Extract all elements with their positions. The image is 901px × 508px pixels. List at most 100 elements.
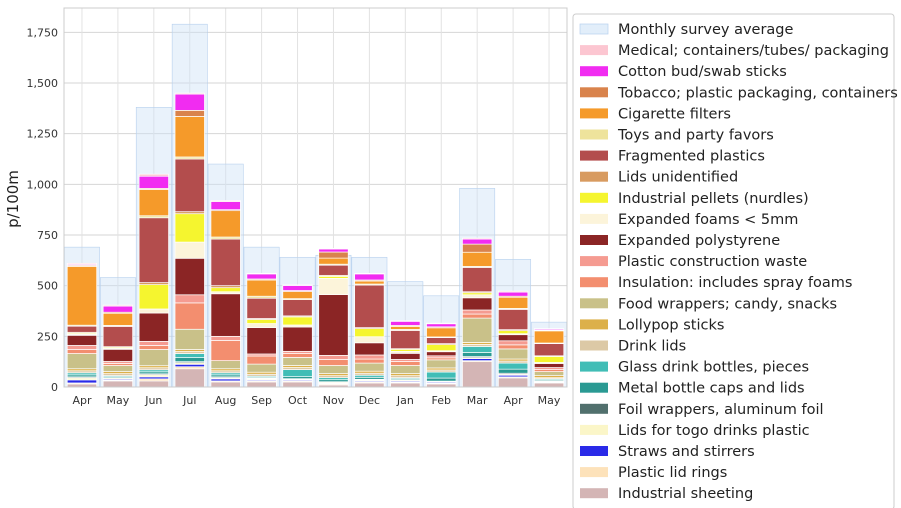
bar-segment-insulation-includes-spray-foams [246, 355, 277, 365]
legend-swatch [580, 171, 608, 182]
x-tick-label: Jul [182, 394, 196, 407]
bar-segment-cotton-bud-swab-sticks [318, 248, 349, 253]
bar-segment-glass-drink-bottles-pieces [498, 362, 529, 370]
y-tick-label: 1,250 [27, 128, 59, 141]
bar-segment-expanded-polystyrene [210, 293, 241, 337]
legend-label: Industrial pellets (nurdles) [618, 191, 809, 207]
legend-swatch [580, 235, 608, 245]
legend-swatch [580, 298, 608, 309]
bar-segment-industrial-sheeting [498, 377, 529, 388]
bar-segment-straws-and-stirrers [66, 379, 98, 384]
bar-segment-food-wrappers-candy-snacks [462, 317, 493, 343]
bar-segment-expanded-polystyrene [174, 257, 205, 296]
bar-segment-insulation-includes-spray-foams [354, 358, 385, 364]
bar-segment-fragmented-plastics [282, 299, 313, 317]
bar-segment-insulation-includes-spray-foams [174, 302, 205, 330]
x-tick-label: Mar [467, 394, 488, 407]
legend-label: Insulation: includes spray foams [618, 275, 852, 291]
bar-segment-cotton-bud-swab-sticks [102, 305, 133, 313]
bar-segment-expanded-polystyrene [354, 342, 385, 356]
legend-label: Cotton bud/swab sticks [618, 64, 787, 80]
x-tick-label: Nov [323, 394, 345, 407]
y-tick-label: 750 [37, 229, 58, 242]
bar-segment-fragmented-plastics [426, 337, 457, 344]
bar-segment-glass-drink-bottles-pieces [174, 353, 205, 358]
bar-segment-insulation-includes-spray-foams [318, 359, 349, 366]
legend-swatch [580, 340, 608, 351]
bar-segment-medical-containers-tubes-packaging [318, 248, 349, 250]
bar-segment-food-wrappers-candy-snacks [498, 348, 529, 360]
bar-segment-food-wrappers-candy-snacks [426, 359, 457, 369]
bar-segment-medical-containers-tubes-packaging [66, 263, 98, 265]
y-axis-label: p/100m [4, 170, 22, 228]
legend-label: Glass drink bottles, pieces [618, 360, 809, 376]
legend-label: Plastic lid rings [618, 465, 727, 481]
bar-segment-cotton-bud-swab-sticks [282, 285, 313, 291]
bar-segment-fragmented-plastics [66, 325, 98, 333]
bar-segment-industrial-sheeting [246, 381, 277, 388]
bar-segment-expanded-polystyrene [246, 327, 277, 355]
legend-label: Cigarette filters [618, 106, 731, 122]
bar-segment-cigarette-filters [426, 327, 457, 338]
bar-segment-insulation-includes-spray-foams [390, 361, 421, 366]
legend-swatch [580, 66, 608, 77]
bar-segment-medical-containers-tubes-packaging [426, 322, 457, 325]
bar-segment-insulation-includes-spray-foams [498, 344, 529, 350]
bar-segment-cigarette-filters [210, 210, 241, 238]
bar-segment-industrial-pellets-nurdles [138, 284, 169, 310]
y-tick-label: 250 [37, 330, 58, 343]
bar-segment-food-wrappers-candy-snacks [318, 365, 349, 374]
bar-segment-plastic-construction-waste [354, 354, 385, 360]
bar-segment-plastic-construction-waste [318, 355, 349, 360]
bar-segment-cigarette-filters [498, 296, 529, 309]
bar-segment-cigarette-filters [354, 280, 385, 285]
legend-swatch [580, 446, 608, 456]
legend-label: Lids for togo drinks plastic [618, 423, 810, 439]
bar-segment-cotton-bud-swab-sticks [498, 291, 529, 297]
bar-segment-fragmented-plastics [174, 158, 205, 213]
bar-segment-medical-containers-tubes-packaging [138, 173, 169, 177]
bar-segment-cotton-bud-swab-sticks [246, 273, 277, 280]
bar-segment-cigarette-filters [174, 116, 205, 158]
x-tick-label: Dec [359, 394, 380, 407]
x-tick-label: Apr [504, 394, 524, 407]
legend: Monthly survey average Medical; container… [572, 13, 898, 508]
bar-segment-cigarette-filters [462, 251, 493, 267]
bar-segment-expanded-foams-5mm [318, 278, 349, 295]
legend-label: Expanded polystyrene [618, 233, 780, 249]
legend-label: Food wrappers; candy, snacks [618, 296, 837, 312]
legend-swatch [580, 45, 608, 56]
bar-segment-expanded-foams-5mm [462, 294, 493, 299]
bar-segment-tobacco-plastic-packaging-containers [318, 251, 349, 259]
bar-segment-cigarette-filters [533, 330, 565, 344]
bar-segment-medical-containers-tubes-packaging [174, 92, 205, 95]
bar-segment-food-wrappers-candy-snacks [246, 363, 277, 373]
bar-segment-cotton-bud-swab-sticks [210, 201, 241, 211]
bar-segment-expanded-polystyrene [533, 363, 565, 368]
legend-box [572, 13, 895, 508]
bar-segment-tobacco-plastic-packaging-containers [174, 110, 205, 117]
x-tick-label: May [538, 394, 561, 407]
bar-segment-expanded-polystyrene [390, 353, 421, 360]
bar-segment-food-wrappers-candy-snacks [66, 353, 98, 370]
bar-segment-industrial-pellets-nurdles [426, 344, 457, 352]
legend-label: Plastic construction waste [618, 254, 807, 270]
bar-segment-cigarette-filters [102, 312, 133, 326]
bar-segment-fragmented-plastics [354, 284, 385, 328]
bar-segment-fragmented-plastics [246, 297, 277, 319]
bar-segment-fragmented-plastics [462, 267, 493, 293]
bar-segment-cotton-bud-swab-sticks [462, 238, 493, 245]
x-tick-label: Jun [144, 394, 162, 407]
bar-segment-insulation-includes-spray-foams [462, 313, 493, 319]
y-tick-label: 500 [37, 280, 58, 293]
bar-segment-industrial-sheeting [138, 380, 169, 388]
legend-swatch [580, 277, 608, 288]
legend-label: Lids unidentified [618, 170, 738, 186]
bar-segment-food-wrappers-candy-snacks [174, 328, 205, 350]
bar-segment-fragmented-plastics [102, 326, 133, 348]
legend-swatch [580, 108, 608, 119]
bar-segment-plastic-construction-waste [138, 341, 169, 346]
legend-swatch [580, 319, 608, 330]
bar-segment-industrial-sheeting [533, 382, 565, 388]
